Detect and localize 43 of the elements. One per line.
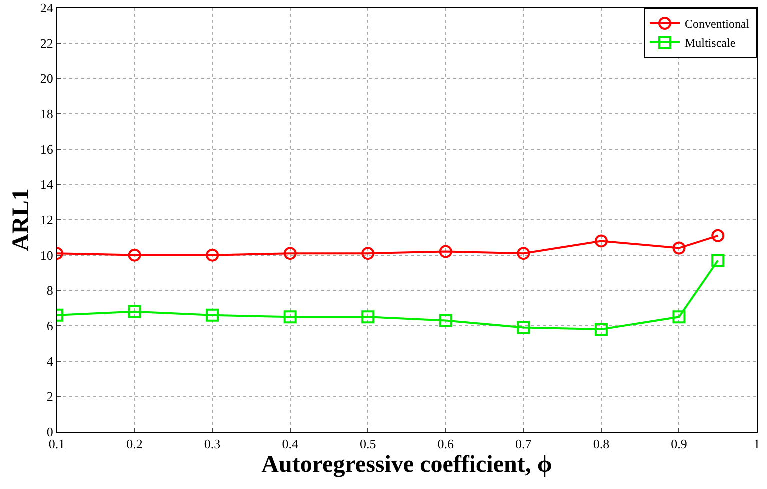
y-tick-label: 4 [46, 354, 54, 369]
y-tick-label: 8 [46, 283, 54, 298]
x-tick-label: 0.6 [438, 436, 455, 452]
y-tick-label: 12 [40, 212, 54, 228]
point [439, 245, 452, 258]
x-tick-label: 0.5 [360, 436, 376, 452]
point [362, 247, 375, 260]
point [517, 247, 530, 260]
y-tick-label: 10 [40, 248, 54, 263]
point [128, 248, 142, 262]
x-tick-label: 0.8 [593, 436, 610, 452]
point [439, 314, 452, 328]
point [206, 248, 220, 262]
point [672, 310, 686, 324]
x-tick-label: 0.7 [516, 436, 532, 452]
point [594, 323, 608, 336]
y-tick-label: 22 [40, 36, 54, 51]
point [517, 321, 530, 334]
y-axis-title: ARL1 [8, 188, 34, 252]
x-tick-label: 0.4 [282, 436, 299, 452]
x-tick-label: 0.9 [671, 436, 688, 452]
y-tick-label: 18 [40, 106, 54, 122]
point [128, 305, 142, 318]
y-tick-label: 2 [46, 389, 54, 404]
y-tick-label: 20 [40, 71, 54, 86]
legend-label: Conventional [685, 17, 750, 32]
point [672, 242, 686, 255]
point [712, 229, 725, 242]
legend-label: Multiscale [685, 36, 736, 50]
point [362, 310, 375, 324]
x-axis-title: Autoregressive coefficient, ϕ [262, 452, 552, 478]
y-tick-label: 14 [40, 177, 54, 192]
x-tick-label: 0.2 [126, 436, 143, 452]
point [284, 247, 297, 260]
x-tick-label: 1 [754, 436, 760, 452]
point [594, 234, 608, 248]
y-tick-label: 6 [46, 318, 54, 334]
y-tick-label: 24 [40, 0, 54, 16]
point [284, 310, 297, 324]
point [712, 254, 725, 268]
x-tick-label: 0.3 [204, 436, 221, 452]
point [206, 308, 220, 322]
y-tick-label: 16 [40, 142, 54, 157]
